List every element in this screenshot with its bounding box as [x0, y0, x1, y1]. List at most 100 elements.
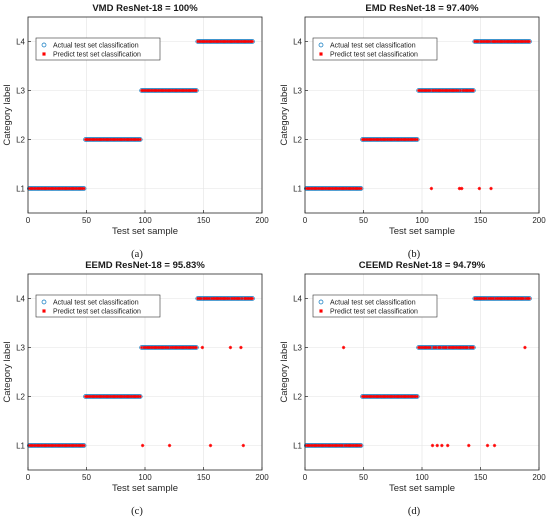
legend: Actual test set classification Predict te… [312, 294, 438, 318]
predict-point [82, 187, 86, 190]
predict-point [471, 346, 475, 349]
predict-point [238, 297, 242, 300]
x-tick-label: 0 [26, 216, 31, 225]
legend-marker-actual [318, 299, 324, 305]
y-axis-label: Category label [2, 84, 13, 145]
predict-point [459, 89, 463, 92]
misclassified-point [239, 345, 243, 350]
legend-marker-predict [42, 52, 46, 56]
legend: Actual test set classification Predict te… [35, 37, 161, 61]
legend-marker-predict [319, 309, 323, 313]
misclassified-point [435, 443, 439, 448]
predict-point [138, 395, 142, 398]
x-tick-label: 0 [26, 473, 31, 482]
predict-point [415, 138, 419, 141]
x-tick-label: 200 [532, 216, 546, 225]
misclassified-point [477, 186, 482, 191]
panel-caption: (d) [408, 506, 421, 517]
predict-point [194, 89, 198, 92]
axes-frame [27, 16, 263, 214]
x-axis-label: Test set sample [389, 226, 455, 237]
legend-box [35, 294, 161, 318]
series-predict [27, 40, 255, 190]
legend-label-predict: Predict test set classification [330, 309, 418, 316]
predict-point [415, 395, 419, 398]
misclassified-point [492, 443, 497, 448]
y-tick-label: L1 [16, 442, 25, 451]
legend-box [312, 37, 438, 61]
legend-label-predict: Predict test set classification [53, 52, 141, 59]
predict-point [439, 346, 443, 349]
x-tick-label: 200 [255, 216, 269, 225]
legend-marker-actual [41, 299, 47, 305]
predict-point [359, 444, 363, 447]
predict-point [456, 89, 460, 92]
misclassified-point [460, 186, 464, 191]
axes-frame [304, 273, 540, 471]
misclassified-point [228, 345, 233, 350]
misclassified-point [167, 443, 172, 448]
y-tick-label: L2 [16, 136, 25, 145]
chart-title: EEMD ResNet-18 = 95.83% [85, 260, 205, 271]
predict-point [251, 297, 255, 300]
legend: Actual test set classification Predict te… [35, 294, 161, 318]
y-tick-label: L4 [16, 38, 25, 47]
chart-title: EMD ResNet-18 = 97.40% [365, 3, 479, 14]
misclassified-point [467, 443, 471, 448]
y-tick-label: L3 [16, 87, 25, 96]
y-axis-label: Category label [279, 341, 290, 402]
y-tick-label: L2 [16, 393, 25, 402]
y-tick-label: L1 [293, 442, 302, 451]
legend: Actual test set classification Predict te… [312, 37, 438, 61]
predict-point [428, 346, 432, 349]
y-tick-label: L4 [293, 38, 302, 47]
predict-point [471, 89, 475, 92]
predict-point [359, 187, 363, 190]
x-tick-label: 200 [532, 473, 546, 482]
predict-point [528, 40, 532, 43]
series-predict [304, 296, 532, 448]
y-tick-label: L1 [16, 185, 25, 194]
axes-frame [27, 273, 263, 471]
predict-point [139, 346, 143, 349]
predict-point [476, 40, 480, 43]
y-tick-label: L3 [293, 87, 302, 96]
misclassified-point [200, 345, 205, 350]
misclassified-point [457, 186, 462, 191]
misclassified-point [208, 443, 213, 448]
x-tick-label: 100 [138, 216, 152, 225]
x-tick-label: 0 [303, 473, 308, 482]
x-axis-label: Test set sample [112, 483, 178, 494]
predict-point [207, 297, 211, 300]
x-tick-label: 50 [82, 216, 91, 225]
chart-panel-3: EEMD ResNet-18 = 95.83% 0 50 100 150 200 L1 L2 L… [2, 260, 269, 517]
axes-frame [304, 16, 540, 214]
x-tick-label: 150 [197, 216, 211, 225]
misclassified-point [446, 443, 450, 448]
misclassified-point [440, 443, 444, 448]
legend-label-predict: Predict test set classification [330, 52, 418, 59]
misclassified-point [241, 443, 245, 448]
predict-point [194, 346, 198, 349]
legend-label-actual: Actual test set classification [330, 300, 416, 307]
panel-caption: (b) [408, 249, 421, 260]
x-tick-label: 100 [415, 216, 429, 225]
predict-point [466, 346, 470, 349]
predict-point [340, 444, 344, 447]
x-tick-label: 100 [138, 473, 152, 482]
x-tick-label: 150 [474, 473, 488, 482]
misclassified-point [341, 345, 346, 350]
legend-marker-predict [319, 52, 323, 56]
x-tick-label: 200 [255, 473, 269, 482]
x-tick-label: 50 [359, 473, 368, 482]
legend-label-actual: Actual test set classification [53, 43, 139, 50]
legend-label-actual: Actual test set classification [330, 43, 416, 50]
predict-point [227, 297, 231, 300]
legend-marker-actual [318, 42, 324, 48]
chart-panel-1: VMD ResNet-18 = 100% 0 50 100 150 200 L1 L2 L3 L4… [2, 3, 269, 260]
predict-point [166, 346, 170, 349]
legend-marker-predict [42, 309, 46, 313]
panel-caption: (a) [131, 249, 143, 260]
predict-point [138, 138, 142, 141]
